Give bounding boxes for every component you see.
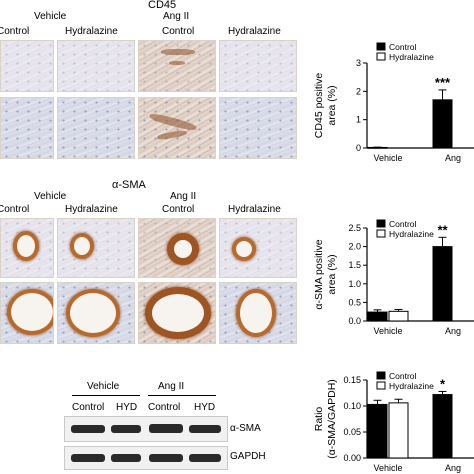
cd45-image-vehicle-control-high — [0, 97, 54, 159]
asma-bar-chart: 0.0 0.5 1.0 1.5 2.0 2.5 α-SMA positive area (%)… — [313, 219, 474, 336]
bar-hydralazine-vehicle — [388, 310, 409, 322]
x-category-label: Ang — [445, 153, 461, 163]
legend-label: Hydralazine — [389, 229, 434, 239]
blot-group-angii: Ang II — [158, 381, 185, 392]
y-axis-label: α-SMA positive — [313, 239, 325, 309]
cd45-image-angii-hyd-low — [219, 40, 297, 92]
x-category-label: Ang — [445, 463, 461, 473]
blot-label-gapdh: GAPDH — [230, 451, 266, 462]
x-category-label: Ang — [445, 326, 461, 336]
blot-gapdh-strip — [64, 446, 228, 470]
x-category-label: Vehicle — [373, 153, 402, 163]
asma-col-hydralazine-1: Hydralazine — [65, 204, 118, 215]
y-axis-label: area (%) — [326, 85, 338, 125]
asma-image-vehicle-control-high — [0, 282, 54, 344]
x-category-label: Vehicle — [373, 326, 402, 336]
cd45-group-angii: Ang II — [163, 11, 190, 22]
y-axis-label: Ratio — [313, 407, 325, 432]
y-axis-label: area (%) — [326, 254, 338, 294]
legend-label: Control — [389, 42, 417, 52]
cd45-col-control-2: Control — [162, 26, 195, 37]
asma-ratio-bar-chart: 0.00 0.05 0.10 0.15 Ratio (α-SMA/GAPDH) Vehicl… — [313, 371, 474, 473]
y-axis-label: (α-SMA/GAPDH) — [326, 379, 338, 459]
legend-swatch — [376, 52, 386, 61]
bar-control-ang — [432, 99, 453, 149]
cd45-col-hydralazine-2: Hydralazine — [228, 26, 281, 37]
y-tick-label: 1.0 — [348, 279, 361, 289]
legend-swatch — [376, 219, 386, 228]
asma-image-angii-hyd-high — [219, 282, 297, 344]
blot-label-asma: α-SMA — [230, 423, 261, 434]
legend-label: Hydralazine — [389, 381, 434, 391]
cd45-image-vehicle-control-low — [0, 40, 54, 92]
y-tick-label: 0.00 — [343, 453, 361, 463]
asma-image-angii-hyd-low — [219, 218, 297, 278]
legend-label: Hydralazine — [389, 52, 434, 62]
legend-label: Control — [389, 219, 417, 229]
y-tick-label: 2 — [356, 86, 361, 96]
legend-swatch — [376, 229, 386, 238]
asma-col-control-1: Control — [0, 204, 30, 215]
y-tick-label: 0.5 — [348, 297, 361, 307]
significance-marker: ** — [437, 222, 448, 237]
cd45-title: CD45 — [148, 0, 177, 11]
y-tick-label: 0.0 — [348, 316, 361, 326]
cd45-image-angii-control-high — [138, 97, 216, 159]
legend-swatch — [376, 371, 386, 380]
cd45-col-control-1: Control — [0, 26, 30, 37]
cd45-image-vehicle-hyd-low — [57, 40, 135, 92]
blot-vehicle-bracket — [72, 395, 140, 396]
asma-group-angii: Ang II — [170, 191, 197, 202]
cd45-bar-chart: 0 1 2 3 CD45 positive area (%) Vehicle Ang *** Co… — [313, 42, 474, 163]
y-tick-label: 2.0 — [348, 242, 361, 252]
significance-marker: *** — [435, 75, 451, 90]
blot-lane-3: Control — [148, 402, 181, 413]
y-tick-label: 0 — [356, 143, 361, 153]
blot-lane-1: Control — [72, 402, 105, 413]
y-tick-label: 0.10 — [343, 401, 361, 411]
blot-group-vehicle: Vehicle — [87, 381, 120, 392]
bar-control-ang — [432, 246, 453, 322]
y-tick-label: 2.5 — [348, 223, 361, 233]
x-category-label: Vehicle — [373, 463, 402, 473]
y-tick-label: 0.15 — [343, 375, 361, 385]
y-tick-label: 3 — [356, 58, 361, 68]
cd45-image-angii-hyd-high — [219, 97, 297, 159]
asma-col-hydralazine-2: Hydralazine — [228, 204, 281, 215]
blot-lane-4: HYD — [194, 402, 216, 413]
asma-col-control-2: Control — [162, 204, 195, 215]
y-tick-label: 0.05 — [343, 427, 361, 437]
asma-image-vehicle-control-low — [0, 218, 54, 278]
asma-image-vehicle-hyd-low — [57, 218, 135, 278]
blot-asma-strip — [64, 416, 228, 442]
y-axis-label: CD45 positive — [313, 73, 325, 139]
cd45-col-hydralazine-1: Hydralazine — [65, 26, 118, 37]
blot-angii-bracket — [148, 395, 216, 396]
y-tick-label: 1 — [356, 115, 361, 125]
significance-marker: * — [440, 376, 446, 391]
asma-image-vehicle-hyd-high — [57, 282, 135, 344]
bar-control-vehicle — [367, 311, 388, 322]
cd45-image-angii-control-low — [138, 40, 216, 92]
legend-swatch — [376, 381, 386, 390]
y-tick-label: 1.5 — [348, 260, 361, 270]
cd45-group-vehicle: Vehicle — [34, 11, 67, 22]
legend-swatch — [376, 42, 386, 51]
asma-image-angii-control-high — [138, 282, 216, 344]
asma-group-vehicle: Vehicle — [34, 191, 67, 202]
bar-hydralazine-vehicle — [388, 402, 409, 459]
asma-title: α-SMA — [112, 179, 146, 191]
blot-lane-2: HYD — [116, 402, 138, 413]
bar-control-vehicle — [367, 403, 388, 459]
cd45-image-vehicle-hyd-high — [57, 97, 135, 159]
bar-control-ang — [432, 394, 453, 459]
asma-image-angii-control-low — [138, 218, 216, 278]
legend-label: Control — [389, 371, 417, 381]
